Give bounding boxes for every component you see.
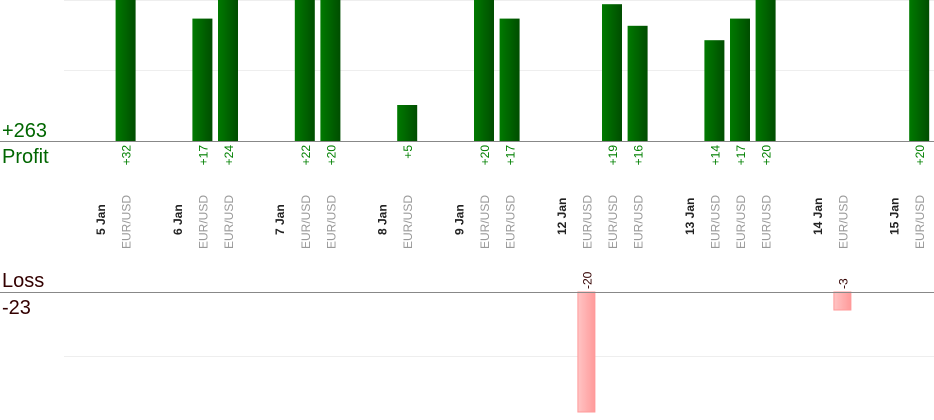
profit-value-label: +24 bbox=[222, 145, 236, 166]
loss-bar bbox=[577, 291, 596, 413]
profit-bar bbox=[755, 0, 776, 141]
profit-bar bbox=[320, 0, 341, 141]
profit-bar bbox=[192, 18, 213, 142]
profit-value-label: +32 bbox=[120, 145, 134, 166]
date-label: 5 Jan bbox=[94, 204, 108, 235]
profit-value-label: +20 bbox=[913, 145, 927, 166]
loss-value-label: -3 bbox=[836, 278, 850, 289]
symbol-label: EUR/USD bbox=[222, 195, 236, 249]
symbol-label: EUR/USD bbox=[580, 195, 594, 249]
date-label: 6 Jan bbox=[171, 204, 185, 235]
profit-value-label: +20 bbox=[324, 145, 338, 166]
symbol-label: EUR/USD bbox=[324, 195, 338, 249]
symbol-label: EUR/USD bbox=[708, 195, 722, 249]
loss-bar bbox=[833, 291, 852, 311]
profit-bar bbox=[704, 40, 725, 142]
symbol-label: EUR/USD bbox=[836, 195, 850, 249]
profit-value-label: +20 bbox=[478, 145, 492, 166]
profit-value-label: +16 bbox=[632, 145, 646, 166]
symbol-label: EUR/USD bbox=[734, 195, 748, 249]
symbol-label: EUR/USD bbox=[478, 195, 492, 249]
profit-value-label: +19 bbox=[606, 145, 620, 166]
profit-bar bbox=[294, 0, 315, 141]
loss-value-label: -20 bbox=[580, 271, 594, 289]
profit-bar bbox=[730, 18, 750, 142]
profit-bar bbox=[115, 0, 136, 141]
symbol-label: EUR/USD bbox=[632, 195, 646, 249]
profit-bar bbox=[397, 105, 418, 141]
symbol-label: EUR/USD bbox=[606, 195, 620, 249]
symbol-label: EUR/USD bbox=[299, 195, 313, 249]
symbol-label: EUR/USD bbox=[196, 195, 210, 249]
date-label: 12 Jan bbox=[555, 198, 569, 235]
date-label: 8 Jan bbox=[376, 204, 390, 235]
date-label: 13 Jan bbox=[683, 198, 697, 235]
date-label: 7 Jan bbox=[273, 204, 287, 235]
profit-label: Profit bbox=[2, 146, 49, 168]
profit-value-label: +17 bbox=[504, 145, 518, 166]
date-label: 14 Jan bbox=[811, 198, 825, 235]
profit-value-label: +17 bbox=[734, 145, 748, 166]
profit-bar bbox=[218, 0, 238, 142]
date-label: 15 Jan bbox=[888, 198, 902, 235]
profit-bar bbox=[627, 25, 648, 141]
profit-total: +263 bbox=[2, 120, 47, 142]
profit-value-label: +14 bbox=[708, 145, 722, 166]
symbol-label: EUR/USD bbox=[504, 195, 518, 249]
date-label: 9 Jan bbox=[452, 204, 466, 235]
loss-total: -23 bbox=[2, 297, 31, 319]
profit-bar bbox=[909, 0, 930, 141]
symbol-label: EUR/USD bbox=[760, 195, 774, 249]
profit-value-label: +20 bbox=[760, 145, 774, 166]
profit-bar bbox=[499, 18, 520, 142]
symbol-label: EUR/USD bbox=[913, 195, 927, 249]
profit-bar bbox=[474, 0, 494, 141]
profit-value-label: +22 bbox=[299, 145, 313, 166]
loss-label: Loss bbox=[2, 270, 44, 292]
profit-bar bbox=[602, 4, 622, 142]
symbol-label: EUR/USD bbox=[401, 195, 415, 249]
symbol-label: EUR/USD bbox=[120, 195, 134, 249]
profit-value-label: +5 bbox=[401, 145, 415, 159]
profit-value-label: +17 bbox=[196, 145, 210, 166]
